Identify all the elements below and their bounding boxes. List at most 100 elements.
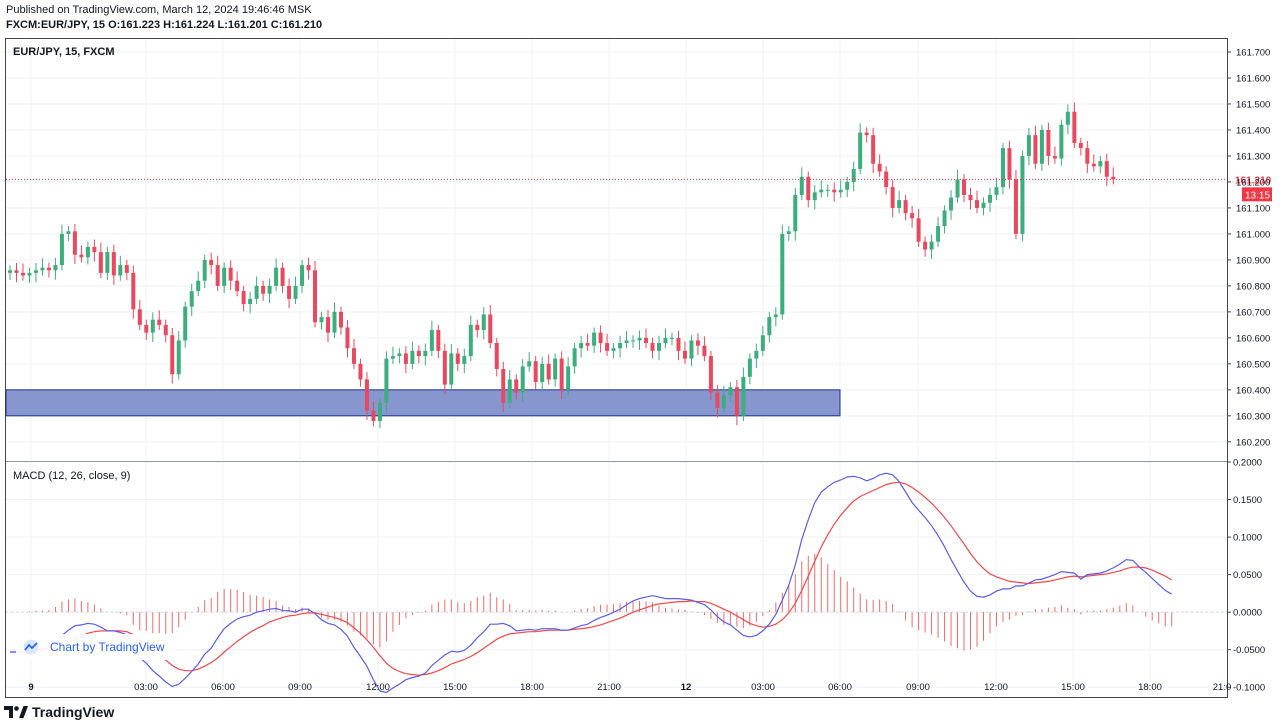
candle-body — [981, 202, 986, 208]
candle-body — [754, 350, 759, 359]
candle-body — [553, 358, 558, 380]
candle-body — [462, 356, 467, 364]
candle-body — [403, 353, 408, 364]
macd-axis: 0.2000 0.1500 0.1000 0.0500 0.0000 -0.0500 -0.… — [1227, 458, 1265, 694]
candle-body — [1026, 135, 1031, 156]
candle-body — [27, 272, 32, 276]
candle-body — [293, 285, 298, 299]
candle-body — [520, 366, 525, 393]
candle-body — [994, 187, 999, 195]
candle-body — [241, 291, 246, 305]
price-tick-label: 160.700 — [1236, 307, 1270, 318]
candle-body — [319, 317, 324, 323]
candle-body — [85, 246, 90, 258]
time-tick-label: 06:00 — [211, 682, 235, 693]
candle-body — [313, 270, 318, 323]
candle-body — [20, 272, 25, 276]
candle-body — [825, 189, 830, 191]
candle-body — [92, 246, 97, 253]
candle-body — [851, 168, 856, 182]
price-tick-label: 160.200 — [1236, 437, 1270, 448]
candle-body — [527, 361, 532, 367]
time-tick-label: 09:00 — [906, 682, 930, 693]
candle-body — [533, 361, 538, 383]
candle-body — [118, 265, 123, 276]
candle-body — [923, 241, 928, 250]
candle-body — [806, 176, 811, 201]
candle-body — [728, 387, 733, 396]
candle-body — [137, 309, 142, 325]
candle-body — [579, 343, 584, 349]
macd-tick-label: -0.0500 — [1233, 645, 1265, 656]
candle-body — [196, 280, 201, 292]
candle-body — [40, 267, 45, 271]
candle-body — [916, 218, 921, 242]
candle-body — [351, 348, 356, 364]
price-tick-label: 160.600 — [1236, 333, 1270, 344]
candle-body — [741, 376, 746, 416]
candle-body — [650, 343, 655, 351]
candle-body — [364, 379, 369, 411]
candle-body — [546, 363, 551, 380]
candle-body — [338, 311, 343, 328]
candle-body — [157, 319, 162, 325]
candle-body — [877, 163, 882, 172]
candle-body — [189, 291, 194, 307]
candle-body — [150, 319, 155, 333]
candle-body — [300, 265, 305, 286]
macd-pane-title: MACD (12, 26, close, 9) — [13, 470, 131, 482]
time-tick-label: 03:00 — [751, 682, 775, 693]
candle-body — [468, 324, 473, 357]
candle-body — [773, 314, 778, 318]
price-axis: 161.700 161.600 161.500 161.400 161.300 161.2… — [1227, 47, 1270, 448]
candle-body — [494, 343, 499, 370]
candle-body — [14, 270, 19, 273]
candle-body — [501, 369, 506, 403]
candle-body — [384, 358, 389, 403]
macd-tick-label: -0.1000 — [1233, 683, 1265, 694]
candle-body — [215, 265, 220, 286]
candle-body — [1033, 135, 1038, 164]
candle-body — [111, 252, 116, 276]
candle-body — [1046, 129, 1051, 156]
candle-body — [708, 356, 713, 393]
candle-body — [131, 272, 136, 310]
candle-body — [871, 135, 876, 164]
chart-by-tradingview-badge[interactable]: Chart by TradingView — [16, 634, 175, 660]
candle-body — [682, 350, 687, 359]
candle-body — [144, 324, 149, 333]
candle-body — [124, 265, 129, 273]
candle-body — [235, 280, 240, 292]
candle-body — [306, 265, 311, 271]
time-tick-label: 18:00 — [1138, 682, 1162, 693]
candle-body — [812, 192, 817, 201]
time-tick-label: 12:00 — [984, 682, 1008, 693]
macd-tick-label: 0.1000 — [1233, 533, 1262, 544]
candle-body — [53, 265, 58, 271]
price-tick-label: 160.800 — [1236, 281, 1270, 292]
candle-body — [838, 189, 843, 193]
candle-body — [942, 210, 947, 227]
candle-body — [481, 314, 486, 331]
candle-body — [669, 337, 674, 339]
time-tick-label: 21:0 — [1213, 682, 1232, 693]
candlestick-series — [8, 102, 1116, 429]
candle-body — [955, 179, 960, 198]
candle-body — [760, 335, 765, 351]
ohlc-line: FXCM:EUR/JPY, 15 O:161.223 H:161.224 L:1… — [6, 19, 323, 31]
candle-body — [540, 363, 545, 383]
price-tick-label: 160.400 — [1236, 385, 1270, 396]
candle-body — [98, 252, 103, 273]
candle-body — [176, 340, 181, 375]
candle-body — [611, 348, 616, 351]
candle-body — [962, 179, 967, 195]
candle-body — [767, 317, 772, 336]
candle-body — [949, 197, 954, 211]
signal-line — [10, 481, 1173, 676]
candle-body — [780, 233, 785, 315]
candle-body — [819, 189, 824, 193]
price-tick-label: 161.500 — [1236, 99, 1270, 110]
candle-body — [845, 181, 850, 190]
candle-body — [46, 267, 51, 271]
